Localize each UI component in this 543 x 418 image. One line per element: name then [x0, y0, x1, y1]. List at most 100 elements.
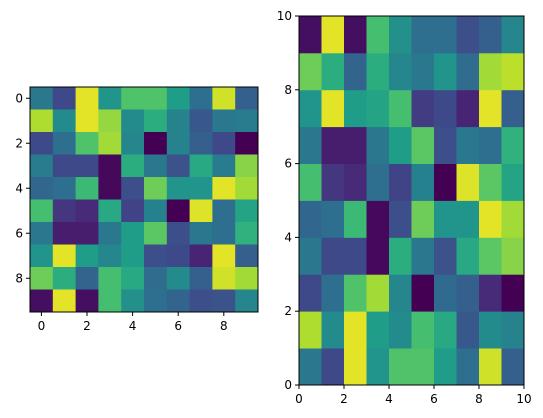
heatmap-cell: [121, 154, 145, 178]
heatmap-cell: [389, 52, 412, 91]
heatmap-cell: [235, 267, 259, 290]
heatmap-cell: [166, 109, 190, 133]
heatmap-cell: [235, 222, 259, 245]
heatmap-cell: [434, 52, 457, 91]
heatmap-cell: [501, 126, 525, 164]
heatmap-cell: [235, 154, 259, 178]
heatmap-cell: [121, 289, 145, 313]
heatmap-cell: [189, 199, 213, 223]
heatmap-cell: [189, 222, 213, 245]
y-axis: 0 2 4 6 8: [15, 91, 30, 285]
heatmap-cell: [30, 87, 54, 110]
heatmap-cell: [344, 348, 367, 386]
heatmap-cell: [166, 177, 190, 200]
heatmap-cell: [52, 177, 76, 200]
heatmap-cell: [456, 52, 480, 91]
heatmap-cell: [30, 154, 54, 178]
heatmap-cell: [166, 132, 190, 155]
y-tick-label: 6: [15, 226, 23, 240]
heatmap-cell: [144, 177, 168, 200]
heatmap-cell: [411, 89, 435, 128]
heatmap-cell: [321, 89, 345, 128]
heatmap-cells: [299, 16, 525, 386]
heatmap-cell: [321, 52, 345, 91]
x-tick-label: 2: [83, 319, 91, 333]
heatmap-cell: [189, 177, 213, 200]
heatmap-cell: [501, 311, 525, 349]
heatmap-cell: [366, 348, 390, 386]
x-tick-label: 6: [174, 319, 182, 333]
heatmap-cell: [189, 154, 213, 178]
heatmap-cell: [52, 244, 76, 268]
heatmap-cell: [30, 132, 54, 155]
y-tick-label: 2: [15, 136, 23, 150]
heatmap-cell: [299, 16, 322, 54]
heatmap-cell: [389, 89, 412, 128]
heatmap-cell: [411, 200, 435, 238]
heatmap-cell: [479, 311, 502, 349]
heatmap-cell: [479, 126, 502, 164]
heatmap-cell: [98, 267, 122, 290]
heatmap-cell: [212, 132, 236, 155]
heatmap-cell: [52, 222, 76, 245]
heatmap-cell: [75, 289, 99, 313]
heatmap-cell: [212, 244, 236, 268]
x-tick-label: 4: [385, 392, 393, 406]
heatmap-cell: [75, 132, 99, 155]
heatmap-cell: [189, 87, 213, 110]
heatmap-cell: [434, 89, 457, 128]
heatmap-cell: [411, 274, 435, 312]
heatmap-cell: [501, 348, 525, 386]
heatmap-cell: [98, 154, 122, 178]
heatmap-cell: [98, 289, 122, 313]
heatmap-cell: [235, 199, 259, 223]
heatmap-cell: [30, 289, 54, 313]
heatmap-cell: [389, 200, 412, 238]
heatmap-cell: [299, 274, 322, 312]
heatmap-cell: [98, 132, 122, 155]
heatmap-cell: [75, 154, 99, 178]
heatmap-cell: [411, 237, 435, 275]
heatmap-cell: [166, 222, 190, 245]
heatmap-cell: [389, 126, 412, 164]
x-tick-label: 10: [516, 392, 531, 406]
heatmap-cell: [321, 348, 345, 386]
heatmap-cell: [366, 274, 390, 312]
heatmap-cell: [321, 163, 345, 201]
heatmap-cell: [434, 237, 457, 275]
heatmap-cell: [121, 109, 145, 133]
heatmap-cell: [501, 200, 525, 238]
heatmap-cell: [235, 289, 259, 313]
heatmap-cells: [30, 87, 259, 313]
heatmap-cell: [366, 16, 390, 54]
heatmap-cell: [434, 126, 457, 164]
x-tick-label: 0: [295, 392, 303, 406]
heatmap-cell: [121, 199, 145, 223]
heatmap-cell: [144, 199, 168, 223]
heatmap-cell: [212, 87, 236, 110]
y-tick-label: 6: [284, 157, 292, 171]
heatmap-cell: [144, 222, 168, 245]
heatmap-cell: [479, 200, 502, 238]
heatmap-cell: [166, 87, 190, 110]
heatmap-cell: [121, 132, 145, 155]
heatmap-cell: [189, 109, 213, 133]
heatmap-cell: [479, 348, 502, 386]
heatmap-cell: [389, 311, 412, 349]
heatmap-cell: [411, 311, 435, 349]
heatmap-cell: [144, 109, 168, 133]
x-tick-label: 8: [220, 319, 228, 333]
heatmap-cell: [98, 199, 122, 223]
heatmap-cell: [166, 199, 190, 223]
heatmap-cell: [456, 126, 480, 164]
heatmap-cell: [456, 16, 480, 54]
heatmap-cell: [98, 244, 122, 268]
y-tick-label: 10: [277, 9, 292, 23]
heatmap-cell: [501, 163, 525, 201]
axes-frame: [298, 15, 525, 386]
heatmap-cell: [189, 289, 213, 313]
heatmap-cell: [456, 348, 480, 386]
x-tick-label: 6: [430, 392, 438, 406]
heatmap-cell: [299, 52, 322, 91]
heatmap-cell: [212, 109, 236, 133]
